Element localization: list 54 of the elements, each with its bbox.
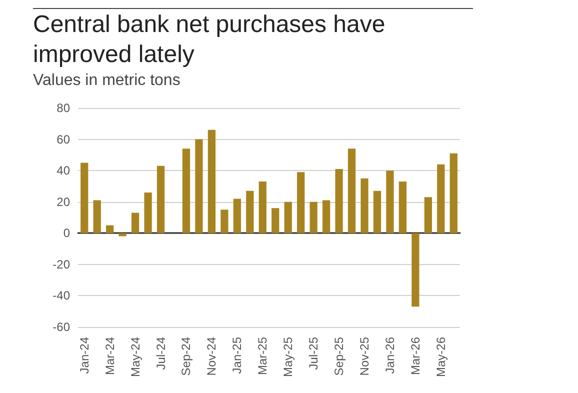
bar	[131, 212, 140, 234]
x-tick-label: May-26	[434, 336, 448, 378]
bar	[284, 202, 292, 234]
bar	[424, 197, 432, 234]
bar	[258, 182, 266, 234]
x-tick-label: Jul-25	[306, 336, 321, 370]
x-tick-label: Sep-24	[179, 336, 194, 376]
bar	[195, 139, 203, 234]
bar	[118, 233, 126, 236]
bar	[233, 198, 241, 234]
chart-title: Central bank net purchases have improved lately	[33, 10, 386, 70]
bar	[144, 192, 152, 234]
bar	[156, 166, 165, 234]
y-tick-label: 40	[56, 164, 70, 178]
y-tick-label: 60	[56, 132, 70, 146]
bar	[360, 178, 368, 234]
x-tick-label: Jul-24	[154, 336, 168, 370]
bar	[386, 170, 394, 234]
bar	[437, 164, 445, 234]
x-tick-label: Mar-26	[408, 336, 422, 376]
bar	[412, 233, 420, 307]
x-tick-label: Nov-25	[358, 336, 372, 376]
bar	[272, 208, 280, 234]
y-tick-label: -60	[52, 320, 70, 334]
x-tick-label: Mar-25	[256, 336, 270, 376]
bar	[80, 162, 88, 234]
bar	[182, 148, 190, 234]
bar	[93, 200, 101, 234]
y-tick-label: -40	[52, 288, 70, 303]
y-tick-label: -20	[52, 257, 70, 272]
y-tick-label: 20	[56, 194, 70, 209]
bar	[335, 169, 343, 234]
y-tick-label: 0	[63, 226, 70, 240]
chart-subtitle: Values in metric tons	[33, 72, 180, 90]
bar	[220, 210, 228, 234]
x-tick-label: Nov-24	[204, 336, 219, 376]
bar	[373, 190, 382, 234]
bar	[398, 182, 407, 234]
bar	[322, 200, 330, 234]
y-tick-label: 80	[56, 101, 70, 115]
x-tick-label: Mar-24	[102, 336, 117, 376]
bar	[106, 225, 114, 234]
bar	[246, 190, 254, 234]
bar	[450, 153, 458, 234]
bar	[297, 172, 305, 234]
x-tick-label: Jan-26	[382, 336, 397, 374]
x-tick-label: Sep-25	[332, 336, 346, 376]
x-tick-label: Jan-25	[230, 336, 244, 374]
bar	[348, 148, 356, 234]
x-tick-label: Jan-24	[77, 336, 92, 374]
bar	[208, 130, 216, 234]
x-tick-label: May-24	[128, 336, 142, 378]
x-tick-label: May-25	[281, 336, 296, 378]
bar	[310, 202, 318, 234]
